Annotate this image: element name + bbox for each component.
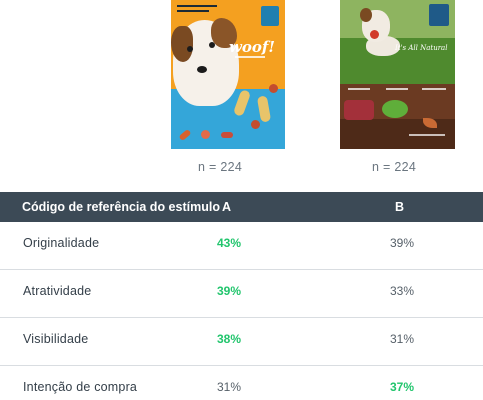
value-a: 43% <box>216 236 242 250</box>
row-label: Visibilidade <box>23 332 89 346</box>
stimulus-b-headline: It's All Natural <box>395 44 448 52</box>
value-a: 38% <box>216 332 242 346</box>
meat-image <box>344 100 374 120</box>
header-col-a: A <box>222 200 232 214</box>
header-label: Código de referência do estímulo <box>22 200 220 214</box>
value-b: 39% <box>389 236 415 250</box>
stimulus-b-sample-size: n = 224 <box>372 160 417 174</box>
brand-badge-icon <box>261 6 279 26</box>
stimulus-a-headline: woof! <box>229 38 275 56</box>
table-header: Código de referência do estímulo A B <box>0 192 483 222</box>
toy-ball-icon <box>370 30 379 39</box>
value-b: 37% <box>389 380 415 394</box>
table-row: Visibilidade 38% 31% <box>0 318 483 366</box>
leaf-icon <box>423 118 437 128</box>
value-b: 33% <box>389 284 415 298</box>
header-col-b: B <box>395 200 405 214</box>
row-label: Atratividade <box>23 284 92 298</box>
brand-badge-icon <box>429 4 449 26</box>
value-a: 39% <box>216 284 242 298</box>
table-row: Intenção de compra 31% 37% <box>0 366 483 400</box>
table-row: Originalidade 43% 39% <box>0 222 483 270</box>
row-label: Intenção de compra <box>23 380 138 394</box>
peas-image <box>382 100 408 118</box>
stimulus-a-sample-size: n = 224 <box>198 160 243 174</box>
row-label: Originalidade <box>23 236 100 250</box>
stimulus-b-package-image: It's All Natural <box>340 0 455 149</box>
table-row: Atratividade 39% 33% <box>0 270 483 318</box>
stimulus-a-package-image: woof! <box>171 0 285 149</box>
value-a: 31% <box>216 380 242 394</box>
value-b: 31% <box>389 332 415 346</box>
